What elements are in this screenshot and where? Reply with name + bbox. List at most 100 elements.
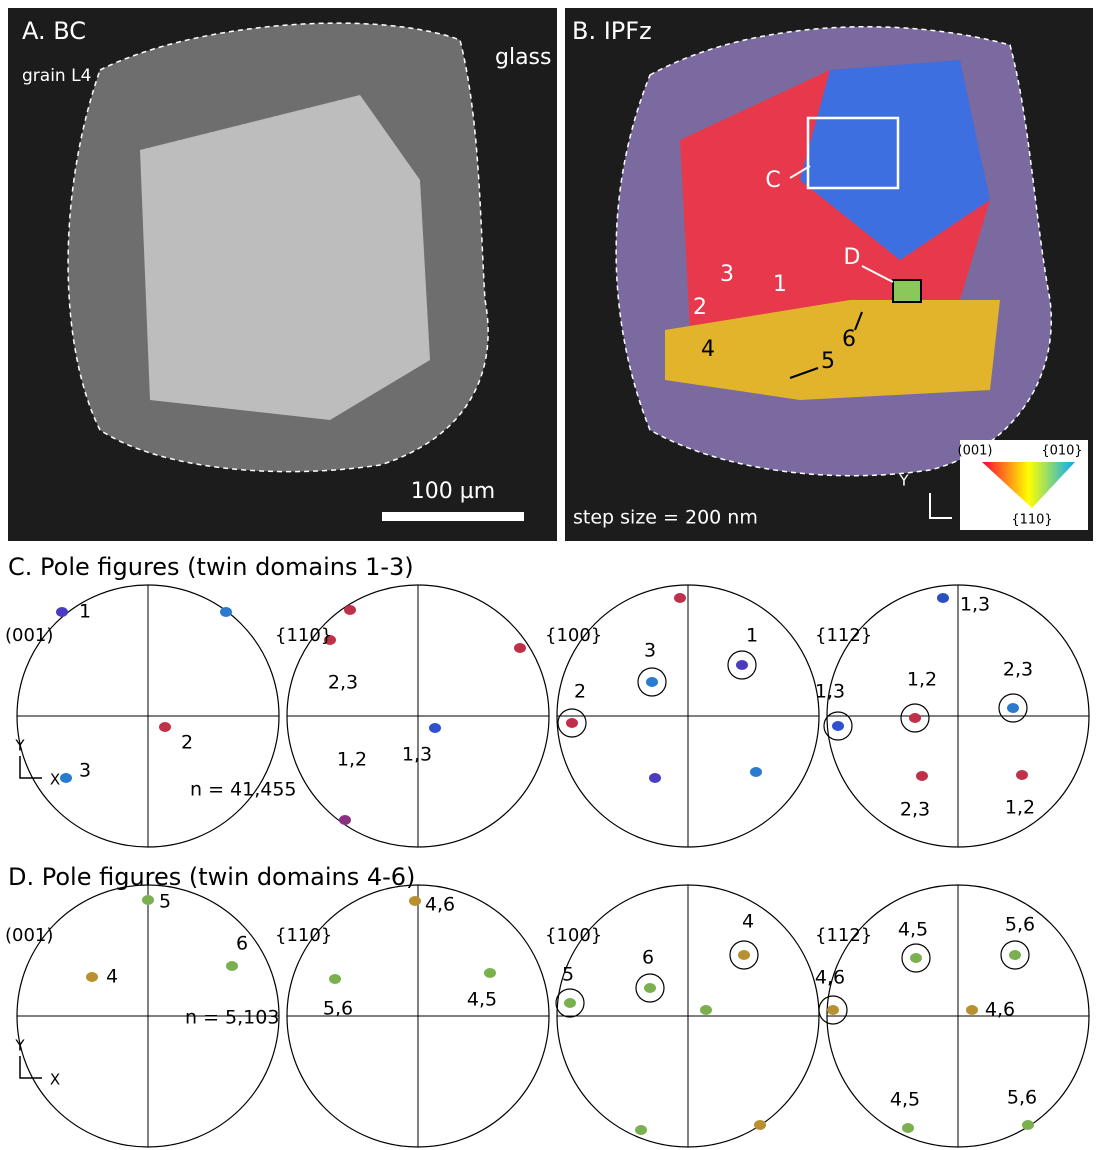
axis-label: X — [50, 771, 60, 789]
axis-label: Y — [14, 737, 25, 755]
domain-label: 1 — [773, 272, 787, 297]
pole-label: 1,2 — [337, 749, 367, 771]
pole-cluster — [1022, 1120, 1034, 1130]
pole-figure-name: (001) — [5, 925, 53, 946]
pole-label: 6 — [642, 947, 654, 969]
count-label: n = 5,103 — [185, 1007, 279, 1029]
pole-label: 2,3 — [900, 799, 930, 821]
pole-cluster — [827, 1005, 839, 1015]
pole-cluster — [226, 961, 238, 971]
pole-label: 1,2 — [907, 669, 937, 691]
matrix-label: glass — [495, 45, 551, 70]
panel-title: B. IPFz — [572, 17, 652, 45]
pole-label: 5,6 — [1007, 1087, 1037, 1109]
pole-cluster — [409, 896, 421, 906]
pole-cluster — [910, 953, 922, 963]
pole-cluster — [646, 677, 658, 687]
domain-label: 2 — [693, 295, 707, 320]
grain-core — [140, 95, 430, 420]
pole-label: 4,5 — [467, 989, 497, 1011]
pole-label: 1 — [746, 625, 758, 647]
pole-cluster — [142, 895, 154, 905]
pole-cluster — [429, 723, 441, 733]
pole-label: 4 — [742, 911, 754, 933]
pole-cluster — [750, 767, 762, 777]
pole-cluster — [909, 713, 921, 723]
pole-label: 2 — [181, 732, 193, 754]
pole-figure-name: {110} — [275, 625, 332, 646]
pole-label: 2 — [574, 681, 586, 703]
pole-label: 4,5 — [890, 1089, 920, 1111]
pole-cluster — [1007, 703, 1019, 713]
scale-label: 100 µm — [411, 479, 495, 504]
pole-cluster — [937, 593, 949, 603]
axis-label: X — [960, 512, 970, 530]
pole-label: 5,6 — [1005, 914, 1035, 936]
pole-cluster — [832, 721, 844, 731]
pole-figure-name: (001) — [5, 625, 53, 646]
step-size: step size = 200 nm — [573, 507, 758, 529]
section-title: D. Pole figures (twin domains 4-6) — [8, 863, 415, 891]
pole-cluster — [700, 1005, 712, 1015]
pole-figure-name: {110} — [275, 925, 332, 946]
pole-label: 1,3 — [960, 594, 990, 616]
pole-cluster — [220, 607, 232, 617]
count-label: n = 41,455 — [190, 779, 297, 801]
pole-cluster — [1016, 770, 1028, 780]
pole-cluster — [674, 593, 686, 603]
key-label: {010} — [1041, 444, 1082, 459]
pole-cluster — [339, 815, 351, 825]
pole-cluster — [635, 1125, 647, 1135]
pole-label: 2,3 — [1003, 659, 1033, 681]
pole-cluster — [566, 718, 578, 728]
pole-cluster — [344, 605, 356, 615]
pole-label: 3 — [79, 760, 91, 782]
box-d — [893, 280, 921, 302]
pole-label: 4,6 — [985, 999, 1015, 1021]
pole-label: 6 — [236, 933, 248, 955]
pole-cluster — [738, 950, 750, 960]
domain-label: 5 — [821, 349, 835, 374]
pole-label: 5 — [159, 891, 171, 913]
domain-label: 4 — [701, 337, 715, 362]
pole-cluster — [60, 773, 72, 783]
pole-label: 1,3 — [402, 744, 432, 766]
pole-label: 3 — [644, 640, 656, 662]
pole-label: 4,5 — [898, 919, 928, 941]
pole-figure-name: {112} — [815, 625, 872, 646]
pole-cluster — [159, 722, 171, 732]
pole-cluster — [736, 660, 748, 670]
box-label: C — [765, 168, 780, 193]
figure: A. BCgrain L4glass100 µmB. IPFzCD123456s… — [0, 0, 1099, 1150]
pole-cluster — [754, 1120, 766, 1130]
box-label: D — [844, 245, 861, 270]
pole-label: 4 — [106, 966, 118, 988]
pole-label: 1,2 — [1005, 797, 1035, 819]
sample-label: grain L4 — [22, 66, 91, 86]
pole-cluster — [644, 983, 656, 993]
pole-label: 4,6 — [425, 894, 455, 916]
pole-cluster — [966, 1005, 978, 1015]
scale-bar — [382, 512, 524, 521]
axis-label: Y — [14, 1037, 25, 1055]
axis-label: X — [50, 1071, 60, 1089]
pole-label: 5 — [562, 964, 574, 986]
domain-label: 6 — [842, 327, 856, 352]
key-label: (001) — [958, 444, 993, 459]
pole-label: 1 — [79, 601, 91, 623]
pole-cluster — [916, 771, 928, 781]
pole-cluster — [1009, 950, 1021, 960]
pole-cluster — [86, 972, 98, 982]
pole-label: 2,3 — [328, 672, 358, 694]
section-title: C. Pole figures (twin domains 1-3) — [8, 553, 414, 581]
pole-label: 5,6 — [323, 998, 353, 1020]
pole-figure-name: {112} — [815, 925, 872, 946]
key-label: {110} — [1011, 513, 1052, 528]
pole-figure-name: {100} — [545, 625, 602, 646]
panel-title: A. BC — [22, 17, 86, 45]
domain-label: 3 — [720, 262, 734, 287]
pole-label: 1,3 — [815, 681, 845, 703]
pole-label: 4,6 — [815, 967, 845, 989]
pole-cluster — [484, 968, 496, 978]
pole-figure-name: {100} — [545, 925, 602, 946]
